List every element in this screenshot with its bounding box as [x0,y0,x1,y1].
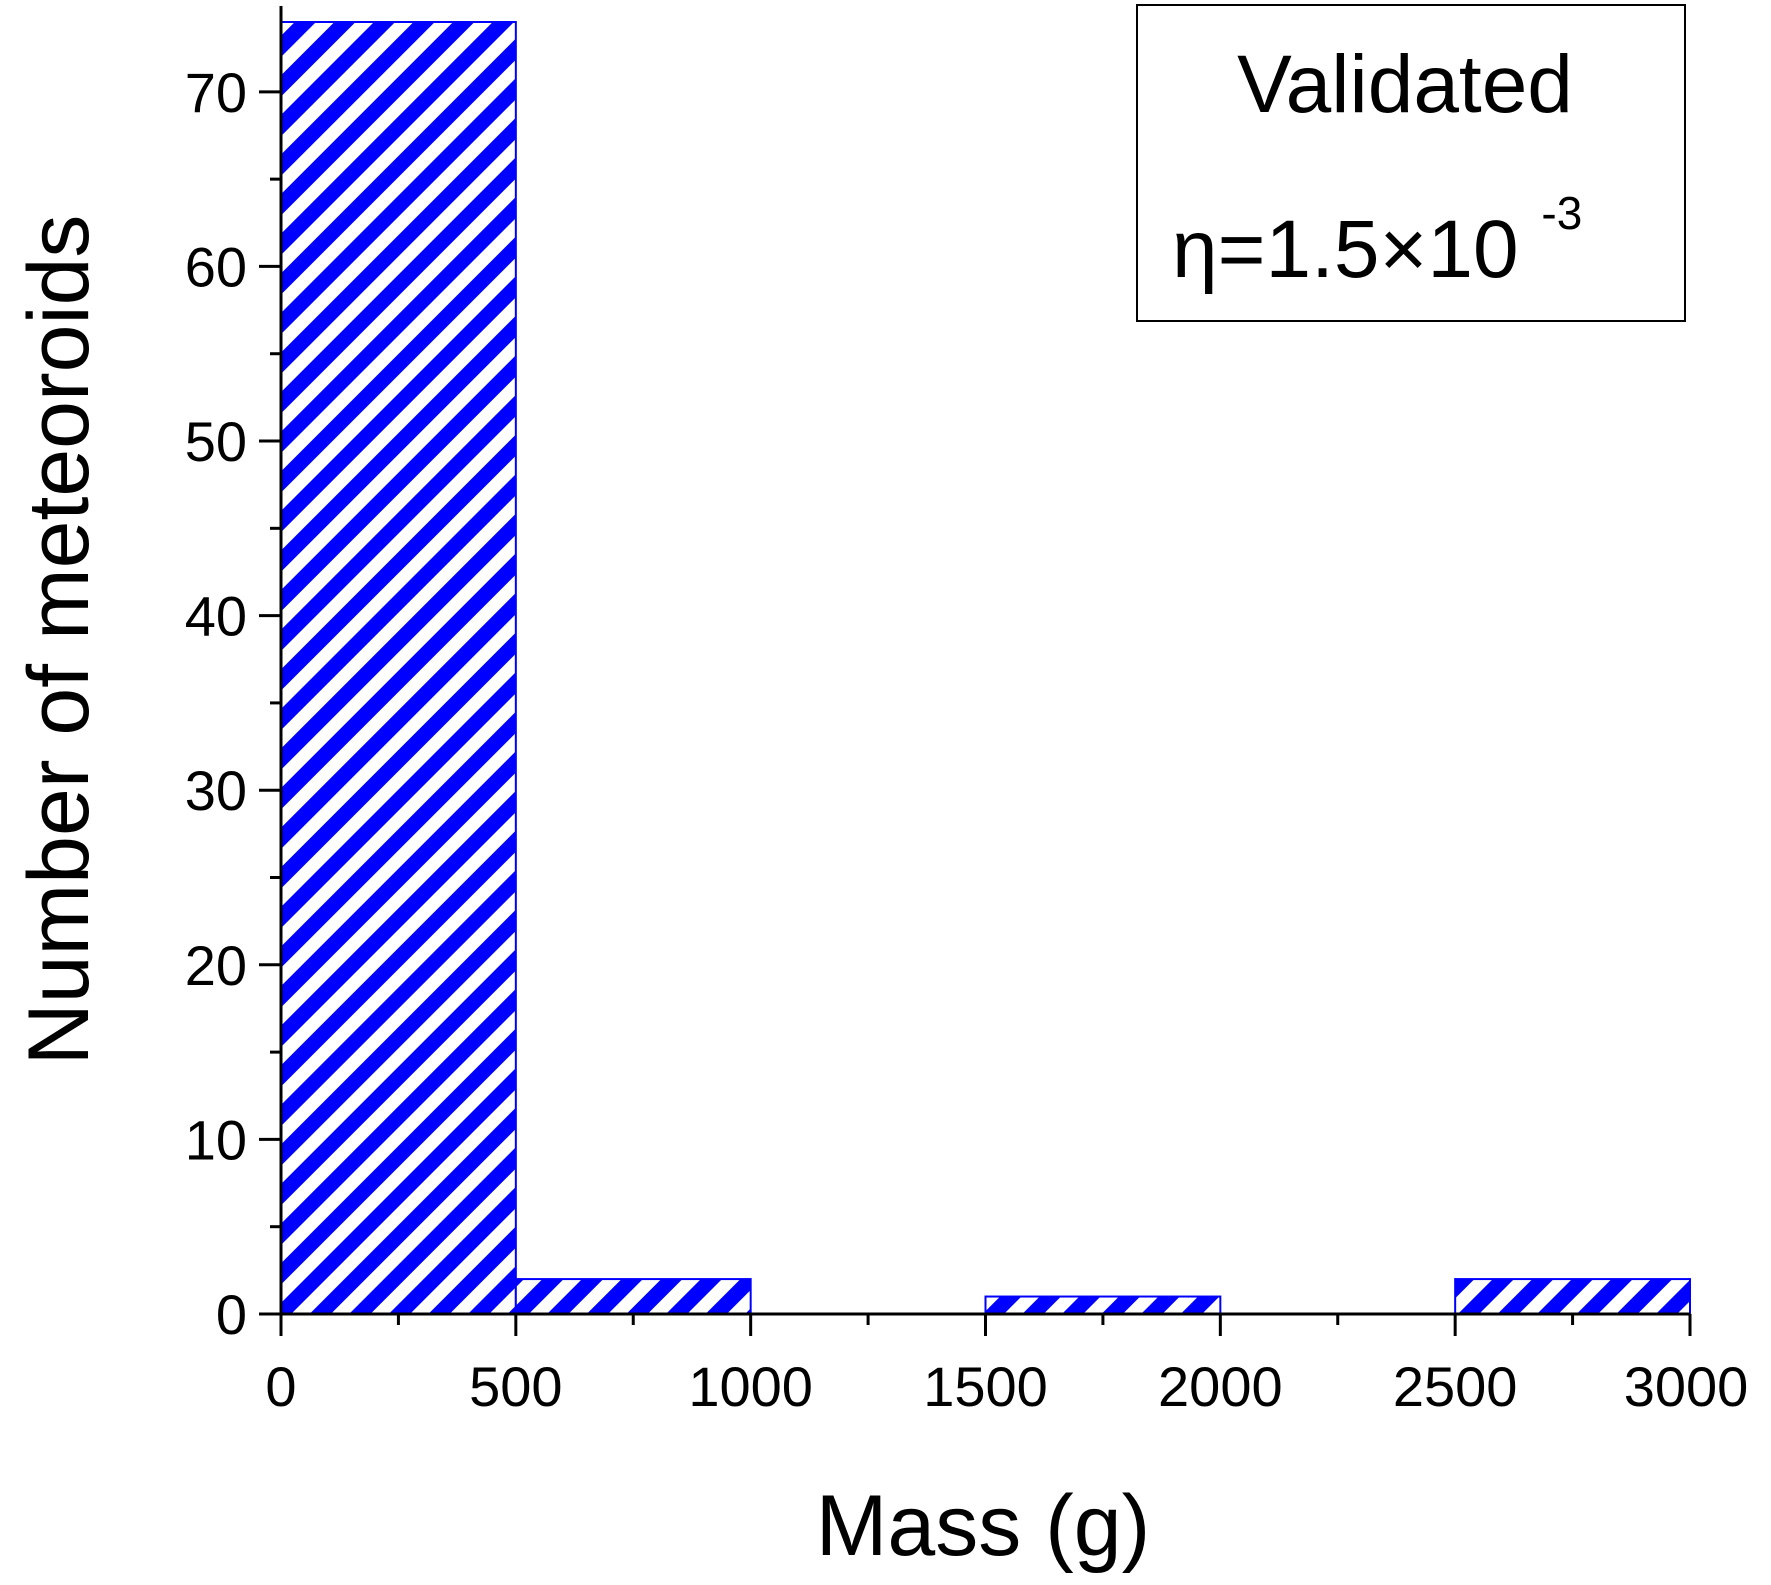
y-tick-label: 10 [185,1108,247,1171]
histogram-bar-0-500 [280,21,517,1315]
legend-eta-value: η=1.5×10 -3 [1172,187,1582,295]
x-tick-label: 500 [469,1355,562,1418]
x-tick-label: 0 [265,1355,296,1418]
histogram-bar-500-1000 [514,1278,752,1315]
y-tick-label: 20 [185,934,247,997]
bars-layer [280,21,1691,1315]
y-tick-label: 60 [185,235,247,298]
x-tick-label: 2500 [1393,1355,1518,1418]
y-tick-label: 30 [185,759,247,822]
y-tick-label: 70 [185,61,247,124]
y-tick-label: 0 [216,1283,247,1346]
y-tick-label: 50 [185,410,247,473]
histogram-bar-1500-2000 [984,1295,1222,1315]
x-tick-label: 1500 [923,1355,1048,1418]
x-axis-title: Mass (g) [816,1478,1150,1574]
legend-box: Validated η=1.5×10 -3 [1136,4,1686,322]
y-tick-label: 40 [185,585,247,648]
x-tick-label: 2000 [1158,1355,1283,1418]
legend-title: Validated [1237,39,1573,130]
legend-eta-base: η=1.5×10 [1172,204,1519,295]
histogram-bar-2500-3000 [1454,1278,1691,1315]
x-tick-label: 3000 [1624,1355,1749,1418]
legend-eta-exponent: -3 [1541,187,1582,239]
ticks-layer: 0 10 20 30 40 50 60 70 0 500 1000 1500 2000 2500 3000 [185,61,1749,1418]
x-tick-label: 1000 [688,1355,813,1418]
y-axis-title: Number of meteoroids [11,215,107,1066]
